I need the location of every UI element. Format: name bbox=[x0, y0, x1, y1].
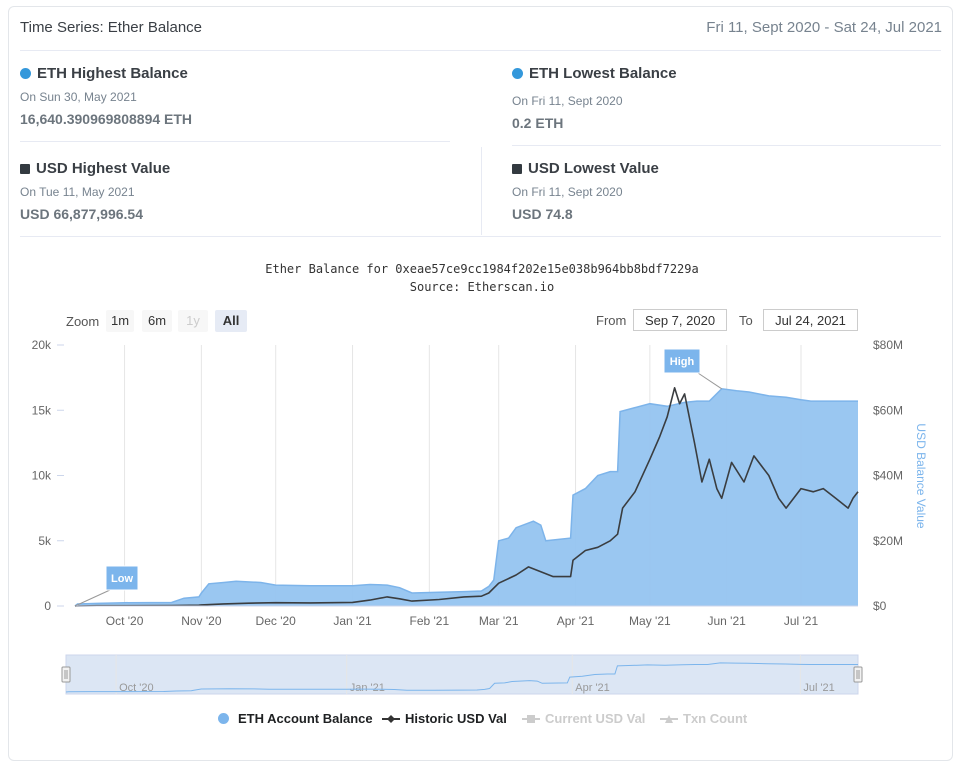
x-tick-label: Oct '20 bbox=[106, 614, 144, 628]
zoom-1y-button[interactable]: 1y bbox=[178, 310, 208, 332]
y-right-axis-title: USD Balance Value bbox=[914, 423, 928, 528]
eth-balance-line bbox=[74, 388, 858, 607]
usd-highest-label: USD Highest Value bbox=[36, 160, 171, 177]
blue-dot-icon bbox=[512, 68, 523, 79]
navigator-series-line bbox=[65, 662, 858, 693]
stats-divider-right bbox=[512, 145, 941, 146]
navigator-tick-label: Jan '21 bbox=[350, 682, 385, 694]
flag-connector bbox=[697, 372, 722, 390]
to-label: To bbox=[739, 313, 753, 328]
eth-lowest-date: On Fri 11, Sept 2020 bbox=[512, 94, 623, 108]
x-tick-label: Feb '21 bbox=[410, 614, 450, 628]
eth-lowest-title: ETH Lowest Balance bbox=[512, 65, 677, 82]
zoom-all-button[interactable]: All bbox=[215, 310, 247, 332]
x-tick-label: Jul '21 bbox=[784, 614, 819, 628]
usd-lowest-date: On Fri 11, Sept 2020 bbox=[512, 185, 623, 199]
dark-square-icon bbox=[512, 163, 522, 174]
legend-eth-balance-label: ETH Account Balance bbox=[238, 711, 373, 726]
usd-lowest-title: USD Lowest Value bbox=[512, 160, 659, 177]
chart-title: Ether Balance for 0xeae57ce9cc1984f202e1… bbox=[265, 262, 699, 276]
y-left-tick-label: 20k bbox=[32, 338, 52, 352]
y-right-tick-label: $0 bbox=[873, 599, 887, 613]
card-title: Time Series: Ether Balance bbox=[20, 19, 203, 36]
historic-usd-line bbox=[74, 387, 859, 607]
y-left-tick-label: 10k bbox=[32, 469, 52, 483]
from-label: From bbox=[596, 313, 627, 328]
blue-dot-icon bbox=[20, 68, 31, 79]
usd-highest-title: USD Highest Value bbox=[20, 160, 170, 177]
y-left-tick-label: 15k bbox=[32, 403, 52, 417]
legend-current-usd-label: Current USD Val bbox=[545, 711, 646, 726]
stats-bottom-divider bbox=[20, 236, 941, 237]
navigator-handle[interactable] bbox=[853, 666, 863, 683]
usd-lowest-label: USD Lowest Value bbox=[528, 160, 659, 177]
navigator-tick-label: Oct '20 bbox=[119, 682, 154, 694]
flag-box bbox=[105, 565, 139, 591]
eth-highest-label: ETH Highest Balance bbox=[37, 65, 188, 82]
zoom-label: Zoom bbox=[66, 314, 100, 329]
eth-lowest-label: ETH Lowest Balance bbox=[529, 65, 677, 82]
stats-divider-left bbox=[20, 141, 450, 142]
legend-txn-count-label: Txn Count bbox=[683, 711, 748, 726]
to-date-input[interactable]: Jul 24, 2021 bbox=[763, 309, 858, 331]
legend-historic-usd[interactable]: Historic USD Val bbox=[382, 711, 507, 726]
flag-label: High bbox=[670, 356, 695, 368]
y-right-tick-label: $20M bbox=[873, 534, 903, 548]
x-tick-label: Jun '21 bbox=[708, 614, 747, 628]
legend-current-usd[interactable]: Current USD Val bbox=[522, 711, 645, 726]
navigator-tick-label: Jul '21 bbox=[803, 682, 834, 694]
navigator-tick-label: Apr '21 bbox=[575, 682, 610, 694]
from-date-input[interactable]: Sep 7, 2020 bbox=[633, 309, 727, 331]
legend-eth-balance[interactable]: ETH Account Balance bbox=[218, 711, 373, 726]
flag-label: Low bbox=[111, 573, 133, 585]
header-divider bbox=[20, 50, 941, 51]
line-triangle-marker-icon bbox=[660, 714, 678, 723]
navigator-handle[interactable] bbox=[61, 666, 71, 683]
flag-connector bbox=[74, 589, 111, 607]
ether-balance-card bbox=[8, 6, 953, 761]
eth-highest-date: On Sun 30, May 2021 bbox=[20, 90, 137, 104]
y-right-tick-label: $60M bbox=[873, 403, 903, 417]
eth-highest-title: ETH Highest Balance bbox=[20, 65, 188, 82]
x-tick-label: May '21 bbox=[629, 614, 671, 628]
x-tick-label: Nov '20 bbox=[181, 614, 222, 628]
x-tick-label: Jan '21 bbox=[333, 614, 372, 628]
zoom-6m-button[interactable]: 6m bbox=[142, 310, 172, 332]
legend-historic-usd-label: Historic USD Val bbox=[405, 711, 507, 726]
y-left-tick-label: 0 bbox=[44, 599, 51, 613]
eth-lowest-value: 0.2 ETH bbox=[512, 115, 564, 131]
usd-highest-date: On Tue 11, May 2021 bbox=[20, 185, 135, 199]
legend-txn-count[interactable]: Txn Count bbox=[660, 711, 747, 726]
navigator-window bbox=[65, 654, 859, 695]
y-left-tick-label: 5k bbox=[38, 534, 52, 548]
flag-box bbox=[663, 348, 701, 374]
zoom-1m-button[interactable]: 1m bbox=[106, 310, 134, 332]
line-square-marker-icon bbox=[522, 714, 540, 723]
date-range: Fri 11, Sept 2020 - Sat 24, Jul 2021 bbox=[706, 19, 942, 36]
circle-marker-icon bbox=[218, 713, 229, 724]
dark-square-icon bbox=[20, 163, 30, 174]
eth-highest-value: 16,640.390969808894 ETH bbox=[20, 111, 193, 127]
y-right-tick-label: $40M bbox=[873, 469, 903, 483]
x-tick-label: Mar '21 bbox=[479, 614, 519, 628]
stats-vertical-divider bbox=[481, 147, 482, 235]
x-tick-label: Dec '20 bbox=[256, 614, 297, 628]
y-right-tick-label: $80M bbox=[873, 338, 903, 352]
usd-lowest-value: USD 74.8 bbox=[512, 206, 573, 222]
eth-balance-area bbox=[75, 388, 858, 606]
chart-subtitle: Source: Etherscan.io bbox=[409, 280, 555, 294]
x-tick-label: Apr '21 bbox=[557, 614, 595, 628]
line-diamond-marker-icon bbox=[382, 714, 400, 723]
usd-highest-value: USD 66,877,996.54 bbox=[20, 206, 143, 222]
